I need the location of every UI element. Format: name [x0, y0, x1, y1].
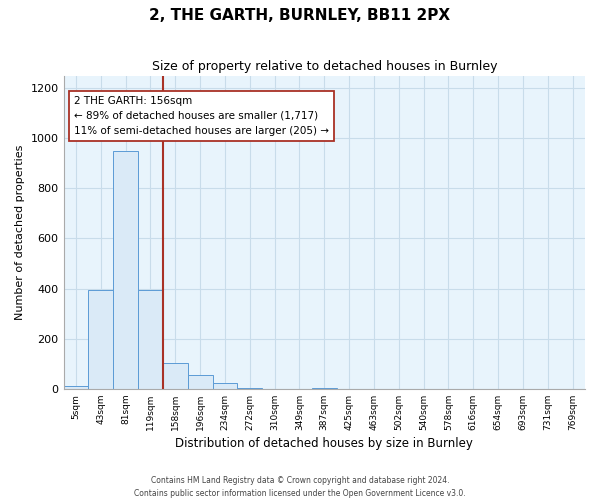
- X-axis label: Distribution of detached houses by size in Burnley: Distribution of detached houses by size …: [175, 437, 473, 450]
- Bar: [113, 150, 138, 389]
- Text: 2 THE GARTH: 156sqm
← 89% of detached houses are smaller (1,717)
11% of semi-det: 2 THE GARTH: 156sqm ← 89% of detached ho…: [74, 96, 329, 136]
- Text: Contains HM Land Registry data © Crown copyright and database right 2024.
Contai: Contains HM Land Registry data © Crown c…: [134, 476, 466, 498]
- Bar: [238, 388, 262, 389]
- Bar: [212, 384, 238, 389]
- Bar: [312, 388, 337, 389]
- Y-axis label: Number of detached properties: Number of detached properties: [15, 144, 25, 320]
- Text: 2, THE GARTH, BURNLEY, BB11 2PX: 2, THE GARTH, BURNLEY, BB11 2PX: [149, 8, 451, 22]
- Title: Size of property relative to detached houses in Burnley: Size of property relative to detached ho…: [152, 60, 497, 73]
- Bar: [88, 290, 113, 389]
- Bar: [188, 375, 212, 389]
- Bar: [64, 386, 88, 389]
- Bar: [163, 362, 188, 389]
- Bar: [138, 290, 163, 389]
